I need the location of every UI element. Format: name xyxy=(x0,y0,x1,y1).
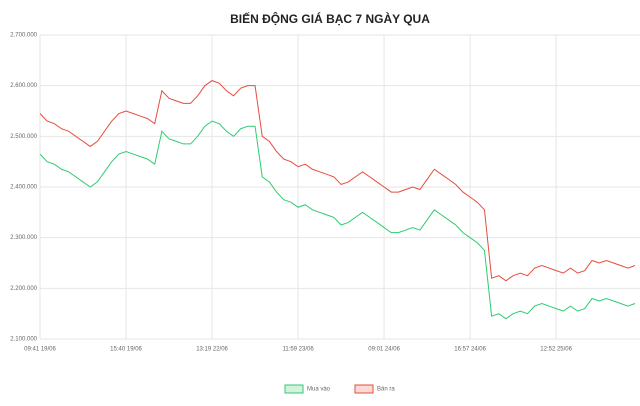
x-tick-label: 16:57 24/06 xyxy=(454,347,486,353)
series-line xyxy=(39,120,636,320)
legend-label: Bán ra xyxy=(377,387,395,393)
legend-item: Bán ra xyxy=(354,384,395,394)
y-tick-label: 2.600.000 xyxy=(10,83,37,89)
legend-swatch xyxy=(284,384,304,394)
legend-label: Mua vào xyxy=(307,387,331,393)
y-tick-label: 2.300.000 xyxy=(10,235,37,241)
chart-title: BIẾN ĐỘNG GIÁ BẠC 7 NGÀY QUA xyxy=(230,11,430,26)
x-tick-label: 15:40 19/06 xyxy=(110,347,142,353)
y-tick-label: 2.700.000 xyxy=(10,33,37,39)
legend-item: Mua vào xyxy=(284,384,331,394)
x-tick-label: 13:19 22/06 xyxy=(196,347,228,353)
y-tick-label: 2.100.000 xyxy=(10,337,37,343)
x-tick-label: 11:59 23/06 xyxy=(282,347,314,353)
x-tick-label: 12:52 25/06 xyxy=(540,347,572,353)
series-line xyxy=(39,80,636,282)
legend-swatch xyxy=(354,384,374,394)
y-tick-label: 2.200.000 xyxy=(10,286,37,292)
x-tick-label: 09:41 19/06 xyxy=(24,347,56,353)
x-tick-label: 09:01 24/06 xyxy=(368,347,400,353)
y-tick-label: 2.400.000 xyxy=(10,185,37,191)
y-tick-label: 2.500.000 xyxy=(10,134,37,140)
